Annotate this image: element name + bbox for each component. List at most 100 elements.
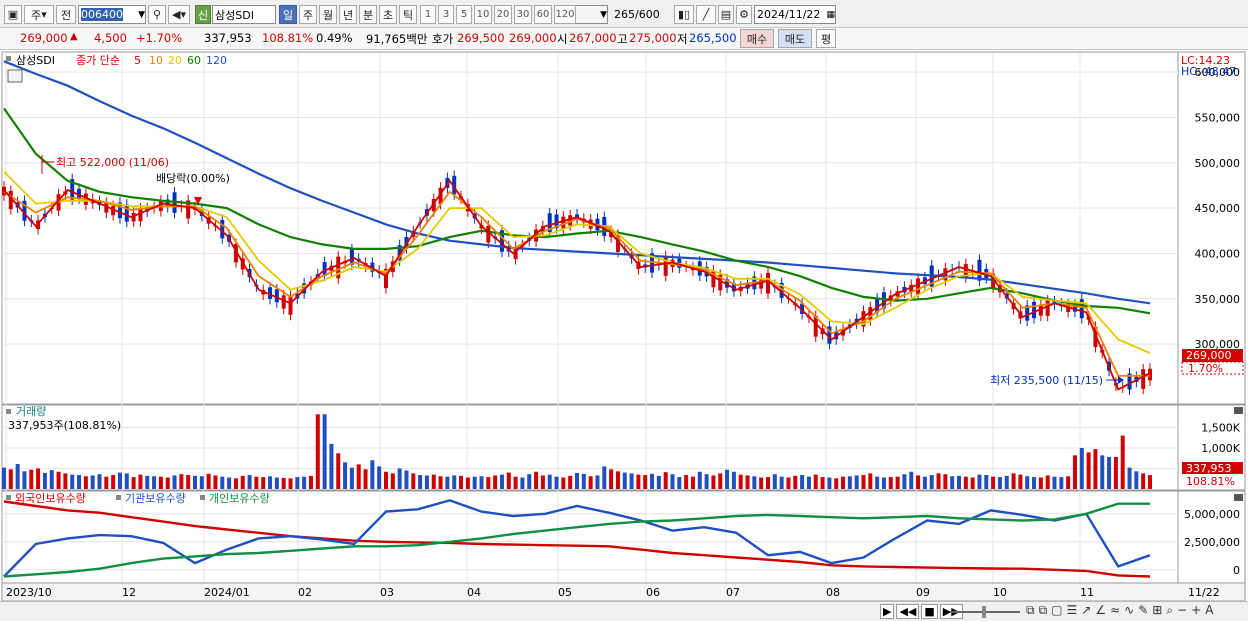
ma-legend-label: 5 [134,54,141,67]
volume-bar [1127,467,1132,489]
interval-button-3[interactable]: 10 [474,5,492,24]
holding-lines [3,499,1151,578]
wave-icon[interactable]: ≈ [1110,603,1121,617]
list-icon[interactable]: ☰ [1066,603,1078,617]
volume-bar [950,476,955,489]
period-button-0[interactable]: 일 [279,5,297,24]
trend-icon[interactable]: ↗ [1081,603,1092,617]
calendar-icon[interactable]: ▦ [826,9,835,20]
table-icon[interactable] [7,69,23,83]
candle-body [963,263,968,278]
zigzag-icon[interactable]: ∿ [1124,603,1135,617]
minus-icon[interactable]: − [1177,603,1188,617]
volume-bar [1079,447,1084,489]
font-icon[interactable]: A [1205,603,1214,617]
rewind-icon[interactable]: ◀◀ [896,604,920,619]
window-icon[interactable]: ▣ [4,5,22,24]
ma-line-10 [3,190,1150,377]
gear-icon[interactable]: ⚙ [736,5,752,24]
period-button-2[interactable]: 월 [319,5,337,24]
candle-body [725,279,730,288]
candle-body [554,214,559,229]
stock-name: 삼성SDI [215,8,254,22]
volume-bar [370,460,375,489]
y-axis-labels: 600,000 550,000 500,000 450,000 400,000 350,0… [1184,66,1241,577]
angle-icon[interactable]: ∠ [1095,603,1107,617]
low-price: 265,500 [689,31,737,45]
volume-tag2-label: 108.81% [1186,475,1235,488]
volume-bar [916,475,921,489]
holding-line-2 [3,502,1150,578]
ma-legend-label: 60 [187,54,201,67]
date-field[interactable]: 2024/11/22 ▦ [754,5,836,24]
candle-icon[interactable]: ▮▯ [674,5,694,24]
zoom-icon[interactable]: ⌕ [1166,603,1174,617]
close-icon[interactable] [1234,494,1243,501]
interval-button-4[interactable]: 20 [494,5,512,24]
volume-bar [363,469,368,489]
period-button-5[interactable]: 초 [379,5,397,24]
layout2-icon[interactable]: ⧉ [1038,603,1048,617]
chevron-down-icon[interactable]: ▼ [138,9,145,20]
candle-body [650,253,655,273]
volume-bar [527,474,532,489]
interval-button-2[interactable]: 5 [456,5,472,24]
x-axis [1,582,1246,602]
stock-code-input[interactable]: 006400 ▼ [78,5,146,24]
period-button-1[interactable]: 주 [299,5,317,24]
interval-button-1[interactable]: 3 [438,5,454,24]
market-select[interactable]: 주 ▾ [24,5,54,24]
volume-bar [1134,471,1139,489]
volume-bar [49,470,54,489]
volume-bar [841,476,846,489]
volume-bar [302,476,307,489]
volume-bar [199,476,204,489]
scroll-right-icon[interactable]: ▶ [880,604,895,619]
period-button-4[interactable]: 분 [359,5,377,24]
plus-icon[interactable]: + [1191,603,1202,617]
sell-button[interactable]: 매도 [778,29,812,48]
buy-label: 매수 [746,32,768,46]
candle-body [1148,368,1152,381]
search-icon[interactable]: ⚲ [148,5,166,24]
box-icon[interactable]: ▢ [1051,603,1063,617]
speaker-icon[interactable]: ◀▾ [168,5,190,24]
grid-icon[interactable]: ⊞ [1152,603,1163,617]
volume-bar [963,476,968,489]
pencil-icon[interactable]: ✎ [1138,603,1149,617]
period-button-3[interactable]: 년 [339,5,357,24]
stop-icon[interactable]: ■ [921,604,938,619]
interval-button-0[interactable]: 1 [420,5,436,24]
chart-area[interactable]: 600,000 550,000 500,000 450,000 400,000 350,0… [0,51,1248,602]
chevron-down-icon: ▼ [600,9,607,20]
period-button-6[interactable]: 틱 [399,5,417,24]
volume-bar [179,474,184,489]
volume-bar [281,477,286,489]
count-field[interactable]: 265/600 [612,5,670,24]
interval-button-7[interactable]: 120 [554,5,576,24]
volume-bar [670,474,675,489]
x-axis-label: 12 [122,586,136,599]
line-chart-icon[interactable]: ╱ [696,5,716,24]
volume-bar [22,471,27,489]
interval-button-6[interactable]: 60 [534,5,552,24]
volume-bar [1072,455,1077,489]
save-icon[interactable]: ▤ [718,5,734,24]
stock-name-field[interactable]: 삼성SDI [212,5,276,24]
eval-button[interactable]: 평 [816,29,836,48]
volume-bar [77,475,82,489]
volume-bar [834,478,839,489]
layout-icon[interactable]: ⧉ [1026,603,1035,617]
candle-body [588,219,593,229]
zoom-slider-handle[interactable] [982,606,986,618]
volume-bar [254,476,259,489]
close-icon[interactable] [1234,407,1243,414]
interval-button-5[interactable]: 30 [514,5,532,24]
stock-chart[interactable]: 600,000 550,000 500,000 450,000 400,000 350,0… [0,51,1248,602]
prev-button[interactable]: 전 [56,5,76,24]
volume-bar [534,471,539,489]
buy-button[interactable]: 매수 [740,29,774,48]
volume-tag [1182,462,1243,474]
high-price: 275,000 [629,31,677,45]
interval-select[interactable]: ▼ [574,5,608,24]
